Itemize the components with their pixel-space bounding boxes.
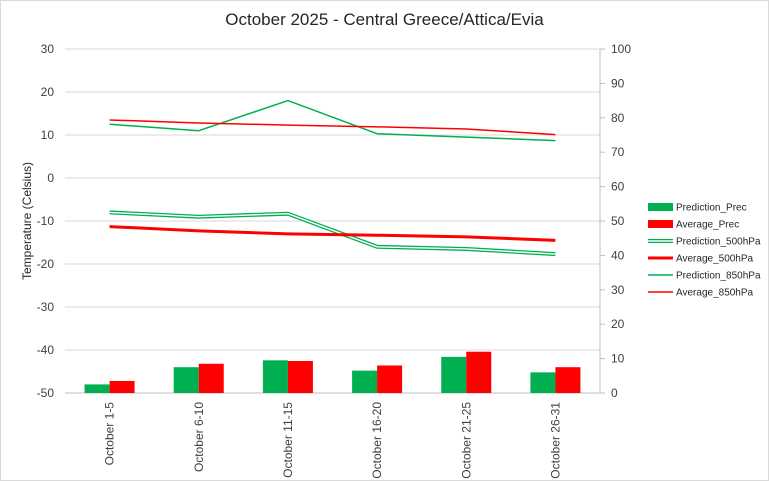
y-tick-label: -30 — [37, 300, 55, 314]
bar-Average_Prec — [555, 367, 581, 393]
y2-tick-label: 90 — [611, 76, 625, 90]
bar-Prediction_Prec — [173, 367, 199, 393]
bar-Prediction_Prec — [84, 384, 110, 393]
legend-label-Prediction_500hPa: Prediction_500hPa — [676, 237, 761, 248]
bar-Prediction_Prec — [262, 360, 288, 393]
x-tick-label: October 26-31 — [548, 402, 562, 479]
axes: 3020100-10-20-30-40-50100908070605040302… — [37, 42, 632, 479]
bar-Average_Prec — [198, 363, 224, 393]
lines — [109, 99, 556, 257]
chart-title: October 2025 - Central Greece/Attica/Evi… — [225, 10, 544, 29]
y2-tick-label: 20 — [611, 317, 625, 331]
y2-tick-label: 40 — [611, 248, 625, 262]
y2-tick-label: 10 — [611, 352, 625, 366]
line-Average_500hPa — [109, 225, 556, 242]
y-tick-label: 20 — [41, 85, 55, 99]
bar-Average_Prec — [466, 351, 492, 393]
x-tick-label: October 1-5 — [103, 402, 117, 466]
bar-Prediction_Prec — [530, 372, 556, 393]
x-tick-label: October 11-15 — [281, 402, 295, 478]
y2-tick-label: 0 — [611, 386, 618, 400]
x-tick-label: October 6-10 — [192, 402, 206, 472]
gridlines — [65, 48, 600, 394]
y2-tick-label: 50 — [611, 214, 625, 228]
y-tick-label: -10 — [37, 214, 55, 228]
x-tick-label: October 16-20 — [370, 402, 384, 479]
y2-tick-label: 60 — [611, 180, 625, 194]
bar-Average_Prec — [377, 365, 403, 393]
y2-tick-label: 30 — [611, 283, 625, 297]
y-tick-label: 30 — [41, 42, 55, 56]
y-tick-label: 10 — [41, 128, 55, 142]
legend-label-Prediction_Prec: Prediction_Prec — [676, 203, 747, 214]
line-Average_850hPa — [109, 119, 556, 136]
bar-Average_Prec — [109, 380, 135, 393]
bar-Prediction_Prec — [441, 356, 467, 393]
legend-label-Average_500hPa: Average_500hPa — [676, 254, 754, 265]
legend-swatch-Average_Prec — [648, 220, 673, 228]
legend-label-Average_Prec: Average_Prec — [676, 220, 739, 231]
legend: Prediction_Prec Average_Prec Prediction_50… — [648, 203, 761, 299]
line-Prediction_850hPa — [109, 99, 556, 142]
y2-tick-label: 100 — [611, 42, 631, 56]
bar-Prediction_Prec — [352, 370, 378, 393]
y-tick-label: 0 — [47, 171, 54, 185]
bars — [84, 351, 581, 393]
bar-Average_Prec — [287, 361, 313, 393]
legend-label-Average_850hPa: Average_850hPa — [676, 288, 754, 299]
y2-tick-label: 70 — [611, 145, 625, 159]
line-Prediction_500hPa-inner — [109, 211, 556, 255]
y-tick-label: -50 — [37, 386, 55, 400]
y-tick-label: -20 — [37, 257, 55, 271]
legend-swatch-Prediction_Prec — [648, 203, 673, 211]
y-tick-label: -40 — [37, 343, 55, 357]
x-tick-label: October 21-25 — [459, 402, 473, 479]
y2-tick-label: 80 — [611, 111, 625, 125]
legend-label-Prediction_850hPa: Prediction_850hPa — [676, 271, 761, 282]
y-axis-title: Temperature (Celsius) — [20, 162, 34, 280]
